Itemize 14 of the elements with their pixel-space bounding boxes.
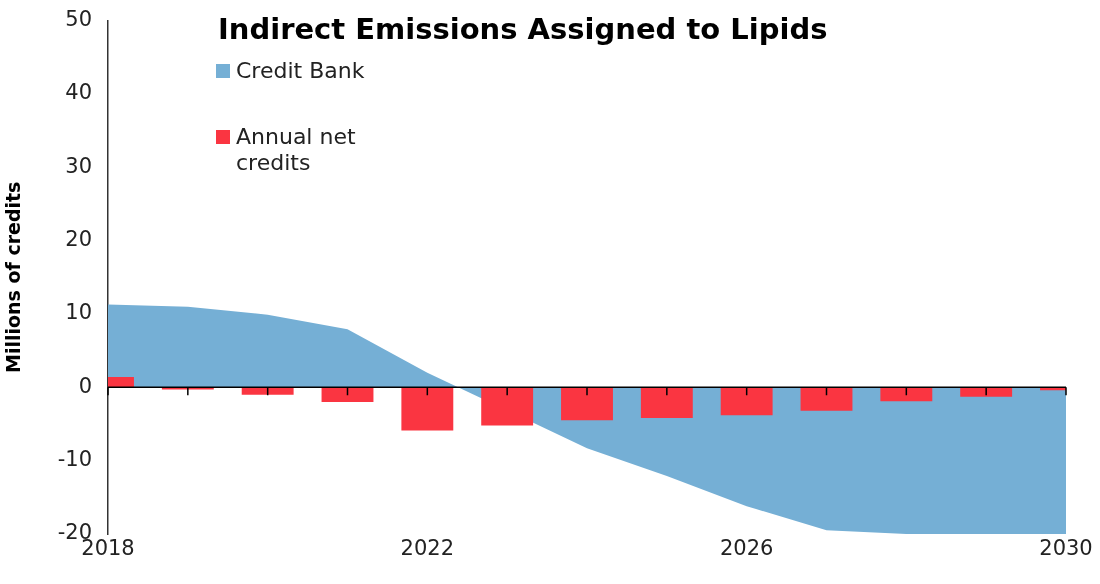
- y-tick-label: 40: [65, 80, 92, 105]
- y-tick-label: 20: [65, 227, 92, 252]
- x-tick-label: 2022: [400, 536, 455, 561]
- y-tick-label: 30: [65, 153, 92, 178]
- y-tick-label: -10: [57, 447, 92, 472]
- y-tick-label: 0: [78, 373, 92, 398]
- legend-label: Annual net credits: [236, 124, 357, 176]
- y-tick-label: 50: [65, 7, 92, 32]
- y-axis-title: Millions of credits: [2, 181, 25, 374]
- chart-title: Indirect Emissions Assigned to Lipids: [218, 12, 828, 46]
- y-tick-label: 10: [65, 300, 92, 325]
- legend-label: Credit Bank: [236, 58, 365, 84]
- x-tick-label: 2026: [719, 536, 774, 561]
- x-tick-label: 2030: [1039, 536, 1093, 561]
